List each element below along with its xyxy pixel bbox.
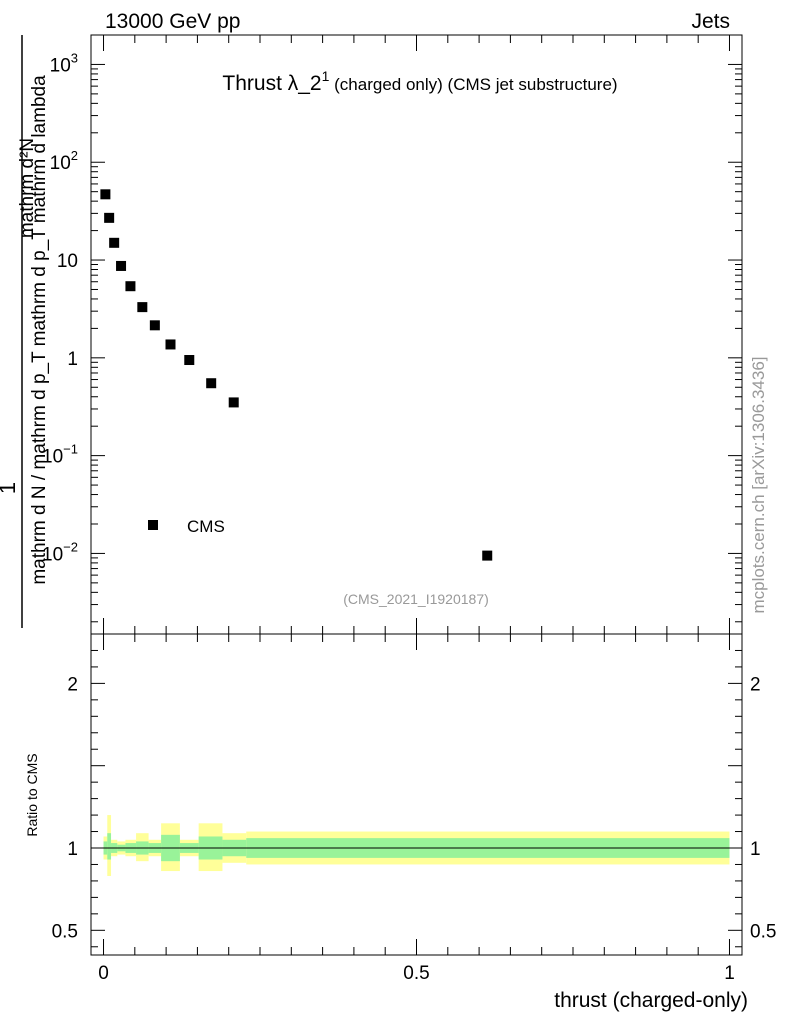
band-inner (107, 833, 112, 860)
legend-marker-cms (148, 520, 158, 530)
y-tick-exp: −1 (63, 442, 78, 457)
data-point (228, 397, 239, 408)
y-tick-exp: 2 (71, 148, 78, 163)
y-tick-base: 10 (50, 153, 71, 174)
ratio-plot: 2 21 10.5 0.5 0 0.5 1 Ratio to CMS thrust (ch… (24, 633, 776, 1012)
analysis-tag: (CMS_2021_I1920187) (343, 591, 489, 607)
side-label: mcplots.cern.ch [arXiv:1306.3436] (749, 356, 768, 613)
ratio-tick-label-right: 2 (750, 674, 761, 695)
x-tick-label: 0.5 (403, 963, 429, 984)
data-point (100, 189, 111, 200)
legend-label-cms: CMS (187, 517, 225, 536)
y-label-top: mathrm d²N (17, 138, 38, 238)
ratio-frame (90, 633, 743, 956)
y-tick-label: 10−1 (42, 442, 78, 468)
y-tick-label: 10−2 (42, 539, 78, 565)
ratio-y-ticks: 2 2 1 1 0.5 0.5 (52, 649, 776, 948)
main-y-label: 1 mathrm d²N mathrm d N / mathrm d p_T m… (0, 35, 50, 628)
y-label-denominator: mathrm d N / mathrm d p_T mathrm d p_T m… (29, 75, 50, 585)
data-point (184, 355, 195, 366)
main-frame (90, 34, 743, 635)
ratio-y-label: Ratio to CMS (24, 753, 40, 836)
data-point (165, 339, 176, 350)
y-tick-exp: −2 (63, 539, 78, 554)
data-point (137, 302, 148, 313)
data-markers (100, 189, 493, 561)
y-tick-base: 10 (42, 447, 63, 468)
y-tick-label: 10 (57, 251, 78, 272)
data-point (116, 260, 127, 271)
header-left: 13000 GeV pp (105, 10, 240, 33)
ratio-bands (103, 815, 730, 876)
ratio-tick-label-left: 2 (67, 674, 78, 695)
ratio-tick-label-left: 0.5 (52, 921, 78, 942)
x-tick-label: 0 (98, 963, 109, 984)
x-axis-label: thrust (charged-only) (554, 989, 748, 1012)
y-tick-label: 103 (50, 50, 78, 76)
y-tick-base: 10 (50, 55, 71, 76)
title-rest: (charged only) (CMS jet substructure) (329, 75, 617, 94)
ratio-x-ticks: 0 0.5 1 (98, 634, 735, 984)
data-point (109, 237, 120, 248)
data-point (104, 212, 115, 223)
ratio-tick-label-left: 1 (67, 839, 78, 860)
y-label-numerator: 1 (0, 482, 20, 494)
title-main: Thrust λ_2 (222, 72, 321, 95)
header-right: Jets (691, 10, 730, 33)
data-point (149, 320, 160, 331)
ratio-tick-label-right: 1 (750, 839, 761, 860)
data-point (125, 281, 136, 292)
title-sup: 1 (322, 68, 330, 84)
data-point (482, 550, 493, 561)
main-x-ticks (103, 35, 730, 634)
data-point (206, 378, 217, 389)
x-tick-label: 1 (724, 963, 735, 984)
y-tick-exp: 3 (71, 50, 78, 65)
plot-title: Thrust λ_21 (charged only) (CMS jet subs… (222, 68, 617, 95)
y-tick-base: 10 (42, 544, 63, 565)
y-tick-label: 102 (50, 148, 78, 174)
ratio-tick-label-right: 0.5 (750, 921, 776, 942)
y-tick-label: 1 (67, 349, 78, 370)
